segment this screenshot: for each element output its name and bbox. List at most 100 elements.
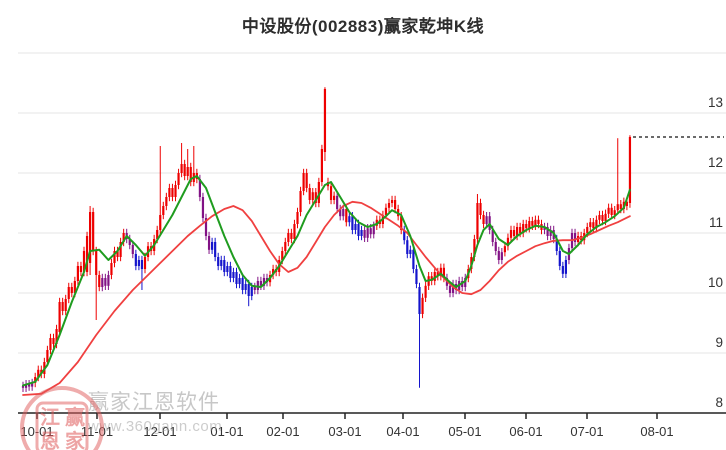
candle-body [128, 239, 131, 245]
candle-body [214, 242, 217, 257]
candle-body [555, 239, 558, 251]
candle-body [162, 206, 165, 215]
candle-body [34, 377, 37, 383]
candle-body [592, 222, 595, 229]
candle-body [549, 230, 552, 236]
candle-body [439, 267, 442, 277]
candle-body [305, 173, 308, 188]
candle-body [509, 230, 513, 238]
candle-body [253, 287, 256, 290]
candle-body [604, 213, 607, 221]
candle-body [369, 228, 372, 235]
candle-body [122, 233, 125, 242]
candle-body [390, 200, 394, 203]
candle-body [101, 278, 104, 287]
candle-body [479, 203, 482, 215]
x-tick-label: 11-01 [81, 424, 113, 439]
candle-body [226, 266, 229, 272]
candle-body [421, 297, 424, 314]
candle-body [366, 228, 369, 238]
candle-body [424, 285, 427, 298]
x-tick-label: 07-01 [570, 424, 603, 439]
candle-body [323, 89, 327, 152]
y-tick-label: 10 [708, 275, 723, 290]
candle-body [131, 245, 134, 254]
candle-body [601, 215, 604, 221]
candle-body [220, 260, 223, 266]
candle-body [168, 188, 171, 197]
candle-body [110, 263, 113, 275]
watermark-seal-border [35, 401, 89, 450]
candle-body [512, 230, 516, 236]
candle-body [21, 386, 25, 388]
candle-body [403, 230, 406, 241]
candle-body [573, 233, 577, 242]
candle-body [73, 281, 76, 293]
candle-body [372, 225, 375, 235]
candle-body [189, 167, 192, 182]
x-tick-label: 05-01 [448, 424, 481, 439]
candle-body [442, 267, 445, 278]
candle-body [543, 227, 546, 230]
candle-body [342, 209, 345, 217]
candle-body [183, 164, 186, 176]
candle-body [476, 203, 479, 239]
candle-body [238, 278, 241, 284]
candle-body [302, 173, 305, 191]
candle-body [491, 230, 494, 242]
candle-body [241, 278, 244, 290]
candle-body [92, 212, 95, 251]
candle-body [354, 224, 357, 230]
candle-body [595, 219, 598, 229]
watermark-seal-ring [20, 386, 104, 450]
candle-body [363, 230, 366, 238]
candle-body [406, 240, 409, 254]
candle-body [235, 272, 238, 284]
candle-body [250, 287, 253, 296]
candle-body [433, 272, 436, 281]
candle-body [284, 242, 287, 251]
candle-body [67, 287, 70, 299]
candle-body [272, 269, 275, 275]
candle-body [52, 338, 55, 344]
y-tick-label: 8 [715, 395, 723, 410]
candle-body [46, 350, 49, 362]
candle-body [299, 191, 302, 212]
candle-body [320, 149, 323, 182]
candle-body [262, 278, 266, 286]
candle-body [247, 284, 250, 296]
candle-body [351, 216, 354, 230]
candle-body [211, 242, 214, 250]
candle-body [619, 204, 622, 209]
candle-body [506, 237, 510, 247]
candle-body [98, 275, 101, 287]
candle-body [281, 251, 284, 260]
candle-body [37, 369, 40, 377]
candle-body [58, 302, 61, 332]
candle-body [628, 137, 632, 203]
candle-body [329, 186, 333, 200]
candle-body [448, 285, 452, 293]
candle-body [171, 188, 174, 197]
y-tick-label: 12 [708, 155, 723, 170]
candle-body [415, 269, 418, 284]
ma-fast-line [22, 175, 631, 387]
candle-body [482, 215, 485, 224]
candle-body [387, 203, 391, 208]
candle-body [180, 164, 183, 173]
x-tick-label: 01-01 [210, 424, 243, 439]
y-tick-label: 11 [709, 215, 723, 230]
candle-body [436, 272, 439, 277]
candle-body [473, 239, 476, 257]
candle-body [525, 224, 528, 229]
candle-body [49, 338, 52, 350]
candle-body [165, 197, 168, 206]
candle-body [531, 221, 534, 226]
candle-body [561, 266, 564, 274]
candle-body [360, 230, 363, 236]
candle-body [564, 260, 567, 274]
candle-body [79, 266, 83, 272]
candle-body [31, 383, 34, 387]
